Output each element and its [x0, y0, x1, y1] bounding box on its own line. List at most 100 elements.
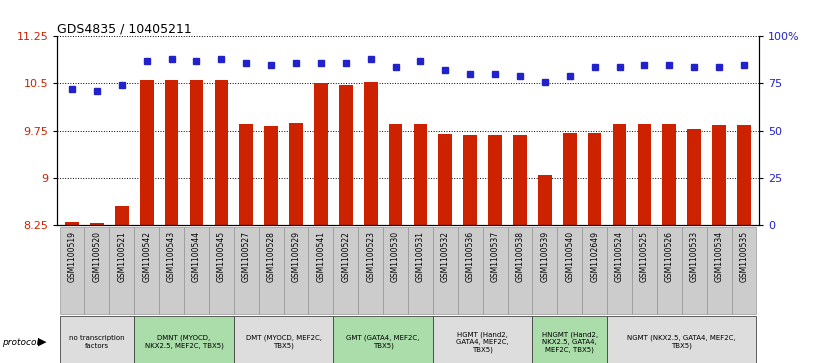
Text: GSM1100522: GSM1100522	[341, 231, 350, 282]
Text: GSM1100537: GSM1100537	[490, 231, 499, 282]
Bar	[657, 227, 681, 314]
Text: GSM1100536: GSM1100536	[466, 231, 475, 282]
Bar	[184, 227, 209, 314]
Bar	[681, 227, 707, 314]
Bar	[234, 316, 334, 363]
Bar	[384, 227, 408, 314]
Bar	[259, 227, 284, 314]
Bar	[663, 124, 676, 225]
Bar	[607, 227, 632, 314]
Bar	[508, 227, 532, 314]
Text: GSM1100531: GSM1100531	[416, 231, 425, 282]
Text: no transcription
factors: no transcription factors	[69, 335, 125, 349]
Text: HNGMT (Hand2,
NKX2.5, GATA4,
MEF2C, TBX5): HNGMT (Hand2, NKX2.5, GATA4, MEF2C, TBX5…	[542, 331, 598, 353]
Bar	[532, 227, 557, 314]
Bar	[637, 124, 651, 225]
Text: GSM1100523: GSM1100523	[366, 231, 375, 282]
Text: protocol: protocol	[2, 338, 39, 347]
Bar	[458, 227, 482, 314]
Text: GDS4835 / 10405211: GDS4835 / 10405211	[57, 22, 192, 35]
Text: GSM1100538: GSM1100538	[516, 231, 525, 282]
Text: DMNT (MYOCD,
NKX2.5, MEF2C, TBX5): DMNT (MYOCD, NKX2.5, MEF2C, TBX5)	[144, 335, 224, 349]
Text: GMT (GATA4, MEF2C,
TBX5): GMT (GATA4, MEF2C, TBX5)	[347, 335, 419, 349]
Bar	[687, 129, 701, 225]
Bar	[209, 227, 234, 314]
Bar	[538, 175, 552, 225]
Text: NGMT (NKX2.5, GATA4, MEF2C,
TBX5): NGMT (NKX2.5, GATA4, MEF2C, TBX5)	[628, 335, 736, 349]
Bar	[408, 227, 432, 314]
Bar	[432, 316, 532, 363]
Bar	[115, 206, 129, 225]
Bar	[737, 125, 751, 225]
Bar	[607, 316, 756, 363]
Bar	[588, 132, 601, 225]
Bar	[189, 80, 203, 225]
Bar	[712, 125, 726, 225]
Bar	[339, 85, 353, 225]
Text: GSM1100543: GSM1100543	[167, 231, 176, 282]
Text: GSM1100534: GSM1100534	[715, 231, 724, 282]
Text: GSM1100519: GSM1100519	[68, 231, 77, 282]
Bar	[159, 227, 184, 314]
Bar	[60, 227, 85, 314]
Bar	[532, 316, 607, 363]
Bar	[334, 227, 358, 314]
Text: GSM1100532: GSM1100532	[441, 231, 450, 282]
Bar	[109, 227, 135, 314]
Bar	[85, 227, 109, 314]
Text: GSM1100539: GSM1100539	[540, 231, 549, 282]
Bar	[482, 227, 508, 314]
Bar	[289, 122, 303, 225]
Text: GSM1100525: GSM1100525	[640, 231, 649, 282]
Bar	[388, 124, 402, 225]
Bar	[632, 227, 657, 314]
Bar	[135, 227, 159, 314]
Text: GSM1100535: GSM1100535	[739, 231, 748, 282]
Text: GSM1100521: GSM1100521	[118, 231, 126, 282]
Bar	[557, 227, 582, 314]
Text: GSM1100541: GSM1100541	[317, 231, 326, 282]
Text: GSM1100524: GSM1100524	[615, 231, 624, 282]
Text: GSM1100527: GSM1100527	[242, 231, 251, 282]
Bar	[488, 135, 502, 225]
Bar	[234, 227, 259, 314]
Text: DMT (MYOCD, MEF2C,
TBX5): DMT (MYOCD, MEF2C, TBX5)	[246, 335, 322, 349]
Bar	[513, 135, 527, 225]
Text: HGMT (Hand2,
GATA4, MEF2C,
TBX5): HGMT (Hand2, GATA4, MEF2C, TBX5)	[456, 331, 509, 353]
Bar	[731, 227, 756, 314]
Bar	[314, 83, 328, 225]
Bar	[215, 80, 228, 225]
Bar	[582, 227, 607, 314]
Bar	[707, 227, 731, 314]
Text: GSM1100526: GSM1100526	[665, 231, 674, 282]
Bar	[140, 80, 153, 225]
Bar	[90, 223, 104, 225]
Bar	[463, 135, 477, 225]
Bar	[308, 227, 334, 314]
Text: GSM1100544: GSM1100544	[192, 231, 201, 282]
Bar	[414, 124, 428, 225]
Text: GSM1100533: GSM1100533	[690, 231, 698, 282]
Bar	[165, 80, 179, 225]
Text: GSM1100520: GSM1100520	[92, 231, 101, 282]
Bar	[334, 316, 432, 363]
Text: ▶: ▶	[38, 337, 46, 347]
Text: GSM1100528: GSM1100528	[267, 231, 276, 282]
Text: GSM1102649: GSM1102649	[590, 231, 599, 282]
Bar	[358, 227, 384, 314]
Text: GSM1100542: GSM1100542	[142, 231, 151, 282]
Bar	[239, 125, 253, 225]
Bar	[60, 316, 135, 363]
Bar	[364, 82, 378, 225]
Bar	[284, 227, 308, 314]
Bar	[135, 316, 234, 363]
Text: GSM1100545: GSM1100545	[217, 231, 226, 282]
Bar	[65, 222, 79, 225]
Text: GSM1100530: GSM1100530	[391, 231, 400, 282]
Bar	[613, 124, 627, 225]
Text: GSM1100540: GSM1100540	[565, 231, 574, 282]
Text: GSM1100529: GSM1100529	[291, 231, 300, 282]
Bar	[432, 227, 458, 314]
Bar	[563, 132, 577, 225]
Bar	[264, 126, 278, 225]
